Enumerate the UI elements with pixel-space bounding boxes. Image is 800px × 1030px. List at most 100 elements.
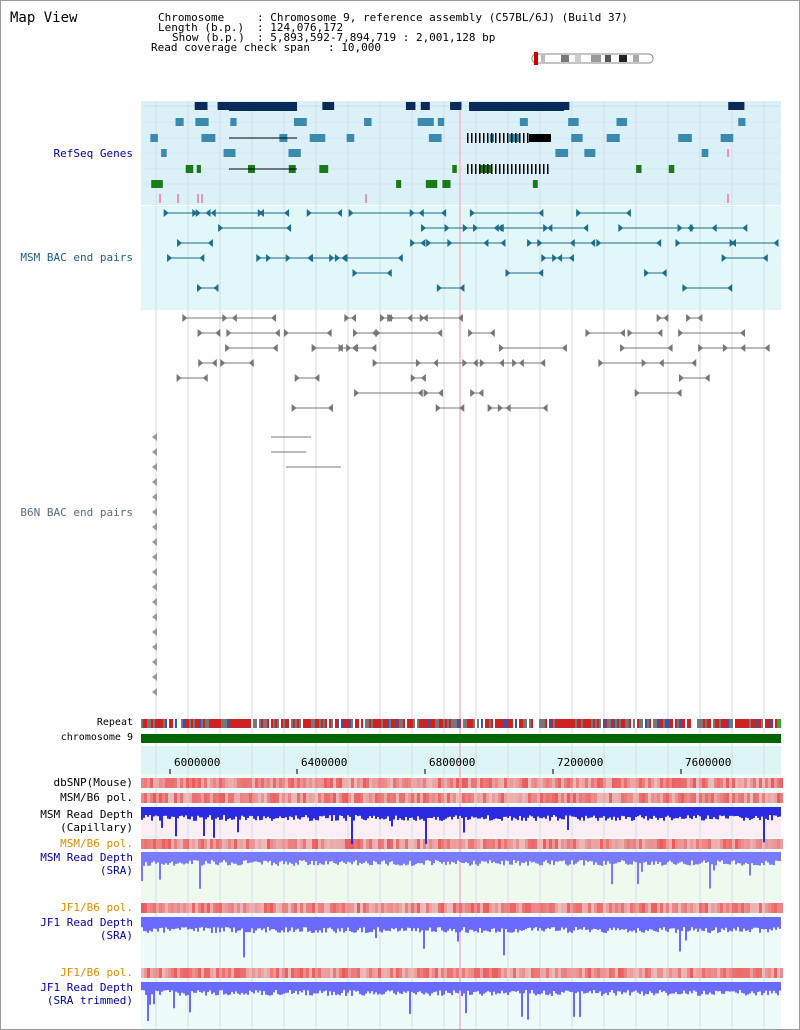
heat-cell	[465, 968, 468, 978]
heat-cell	[579, 778, 582, 788]
depth-bar	[561, 917, 563, 928]
bac-end-mark	[311, 344, 317, 352]
depth-bar	[205, 982, 207, 996]
depth-bar	[463, 982, 465, 994]
bac-end-mark	[329, 254, 335, 262]
depth-bar	[273, 917, 275, 930]
repeat-cell	[551, 719, 553, 728]
gene-exon	[311, 134, 325, 142]
heat-cell	[144, 793, 147, 803]
depth-bar	[613, 917, 615, 928]
ideogram-band	[575, 55, 581, 62]
heat-cell	[540, 793, 543, 803]
heat-cell	[273, 778, 276, 788]
heat-cell	[393, 968, 396, 978]
heat-cell	[441, 968, 444, 978]
heat-cell	[234, 903, 237, 913]
depth-bar	[261, 917, 263, 931]
heat-cell	[750, 793, 753, 803]
depth-bar	[599, 982, 601, 992]
depth-bar	[143, 982, 145, 991]
depth-bar	[375, 982, 377, 993]
depth-bar	[539, 917, 541, 929]
depth-bar	[765, 982, 767, 991]
depth-bar	[525, 852, 527, 862]
bac-end-mark	[773, 239, 779, 247]
heat-cell	[177, 778, 180, 788]
depth-bar	[755, 807, 757, 816]
depth-bar	[301, 917, 303, 932]
depth-bar	[361, 917, 363, 933]
depth-bar	[405, 852, 407, 866]
heat-cell	[165, 903, 168, 913]
depth-bar	[513, 807, 515, 818]
heat-cell	[396, 793, 399, 803]
heat-cell	[420, 778, 423, 788]
depth-bar	[247, 982, 249, 995]
depth-bar	[285, 982, 287, 993]
heat-cell	[744, 968, 747, 978]
depth-bar	[339, 807, 341, 816]
track-label-refseq[interactable]: RefSeq Genes	[53, 147, 133, 160]
track-label-jf1-pol-trimmed: JF1/B6 pol.	[60, 966, 133, 979]
repeat-cell	[255, 719, 257, 728]
depth-bar	[413, 807, 415, 820]
depth-bar	[263, 917, 265, 929]
depth-bar	[659, 917, 661, 929]
heat-cell	[264, 793, 267, 803]
repeat-cell	[431, 719, 433, 728]
heat-cell	[483, 793, 486, 803]
heat-cell	[687, 793, 690, 803]
depth-bar	[277, 807, 279, 819]
depth-bar	[669, 852, 671, 861]
bac-end-mark	[397, 254, 403, 262]
depth-bar	[735, 982, 737, 993]
repeat-cell	[489, 719, 491, 728]
gene-exon	[437, 118, 445, 126]
track-label-b6n-bac[interactable]: B6N BAC end pairs	[20, 506, 133, 519]
repeat-cell	[345, 719, 347, 728]
repeat-cell	[213, 719, 215, 728]
depth-bar	[775, 917, 777, 930]
track-label-jf1-depth-trimmed-sub: (SRA trimmed)	[46, 994, 133, 1007]
heat-cell	[702, 839, 705, 849]
heat-cell	[288, 903, 291, 913]
depth-bar	[431, 917, 433, 932]
depth-bar	[751, 982, 753, 992]
heat-cell	[684, 903, 687, 913]
repeat-cell	[425, 719, 427, 728]
depth-bar	[669, 917, 671, 929]
msm-bac-track-bg	[141, 206, 781, 310]
depth-bar	[237, 807, 239, 833]
gene-exon	[547, 164, 549, 174]
heat-cell	[618, 968, 621, 978]
depth-bar	[573, 917, 575, 931]
depth-bar	[435, 917, 437, 933]
track-label-msm-bac[interactable]: MSM BAC end pairs	[20, 251, 133, 264]
depth-bar	[627, 917, 629, 933]
heat-cell	[345, 793, 348, 803]
heat-cell	[684, 839, 687, 849]
depth-bar	[179, 807, 181, 817]
heat-cell	[774, 839, 777, 849]
heat-cell	[762, 839, 765, 849]
heat-cell	[264, 903, 267, 913]
heat-cell	[261, 839, 264, 849]
depth-bar	[589, 807, 591, 818]
heat-cell	[477, 903, 480, 913]
repeat-cell	[329, 719, 331, 728]
repeat-cell	[251, 719, 253, 728]
repeat-cell	[545, 719, 547, 728]
heat-cell	[687, 968, 690, 978]
heat-cell	[591, 968, 594, 978]
depth-bar	[365, 917, 367, 933]
depth-bar	[491, 807, 493, 821]
heat-cell	[774, 968, 777, 978]
heat-cell	[171, 839, 174, 849]
heat-cell	[255, 903, 258, 913]
depth-bar	[623, 852, 625, 861]
depth-bar	[507, 917, 509, 933]
bac-end-mark	[711, 224, 717, 232]
depth-bar	[649, 852, 651, 865]
